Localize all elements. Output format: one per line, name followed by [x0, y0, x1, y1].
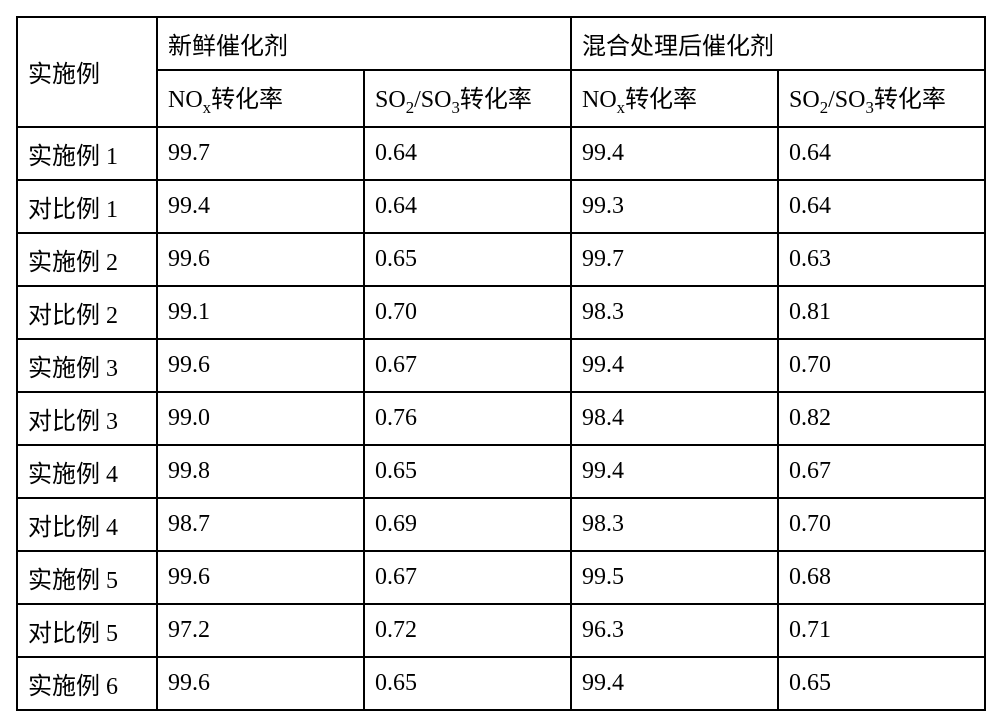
- row-label: 实施例 6: [17, 657, 157, 710]
- table-row: 实施例 299.60.6599.70.63: [17, 233, 985, 286]
- cell-fresh-so2: 0.64: [364, 127, 571, 180]
- table-row: 对比例 597.20.7296.30.71: [17, 604, 985, 657]
- cell-mixed-nox: 99.4: [571, 657, 778, 710]
- table-body: 实施例 199.70.6499.40.64对比例 199.40.6499.30.…: [17, 127, 985, 710]
- row-label: 实施例 5: [17, 551, 157, 604]
- cell-mixed-so2: 0.70: [778, 339, 985, 392]
- header-group-mixed: 混合处理后催化剂: [571, 17, 985, 70]
- cell-mixed-nox: 96.3: [571, 604, 778, 657]
- cell-fresh-nox: 99.6: [157, 657, 364, 710]
- cell-fresh-so2: 0.67: [364, 551, 571, 604]
- cell-fresh-nox: 99.7: [157, 127, 364, 180]
- header-group-fresh: 新鲜催化剂: [157, 17, 571, 70]
- header-mixed-nox: NOx转化率: [571, 70, 778, 127]
- row-label: 实施例 2: [17, 233, 157, 286]
- cell-mixed-nox: 99.3: [571, 180, 778, 233]
- table-row: 对比例 399.00.7698.40.82: [17, 392, 985, 445]
- table-row: 实施例 399.60.6799.40.70: [17, 339, 985, 392]
- cell-fresh-so2: 0.65: [364, 233, 571, 286]
- table-row: 实施例 699.60.6599.40.65: [17, 657, 985, 710]
- cell-fresh-nox: 99.4: [157, 180, 364, 233]
- row-label: 对比例 2: [17, 286, 157, 339]
- cell-mixed-nox: 98.4: [571, 392, 778, 445]
- cell-mixed-so2: 0.67: [778, 445, 985, 498]
- header-row-2: NOx转化率 SO2/SO3转化率 NOx转化率 SO2/SO3转化率: [17, 70, 985, 127]
- cell-fresh-nox: 98.7: [157, 498, 364, 551]
- row-label: 实施例 4: [17, 445, 157, 498]
- row-label: 实施例 1: [17, 127, 157, 180]
- cell-mixed-nox: 99.5: [571, 551, 778, 604]
- header-fresh-so2: SO2/SO3转化率: [364, 70, 571, 127]
- cell-mixed-so2: 0.65: [778, 657, 985, 710]
- cell-mixed-nox: 99.4: [571, 339, 778, 392]
- row-label: 对比例 5: [17, 604, 157, 657]
- row-label: 实施例 3: [17, 339, 157, 392]
- catalyst-comparison-table: 实施例 新鲜催化剂 混合处理后催化剂 NOx转化率 SO2/SO3转化率 NOx…: [16, 16, 986, 711]
- table-row: 实施例 499.80.6599.40.67: [17, 445, 985, 498]
- header-row-label: 实施例: [17, 17, 157, 127]
- cell-fresh-so2: 0.72: [364, 604, 571, 657]
- cell-mixed-so2: 0.63: [778, 233, 985, 286]
- cell-fresh-nox: 99.6: [157, 233, 364, 286]
- cell-fresh-so2: 0.65: [364, 657, 571, 710]
- cell-mixed-nox: 99.4: [571, 445, 778, 498]
- cell-mixed-so2: 0.64: [778, 127, 985, 180]
- cell-mixed-so2: 0.70: [778, 498, 985, 551]
- table-header: 实施例 新鲜催化剂 混合处理后催化剂 NOx转化率 SO2/SO3转化率 NOx…: [17, 17, 985, 127]
- row-label: 对比例 1: [17, 180, 157, 233]
- table-row: 对比例 199.40.6499.30.64: [17, 180, 985, 233]
- header-mixed-so2: SO2/SO3转化率: [778, 70, 985, 127]
- cell-fresh-so2: 0.76: [364, 392, 571, 445]
- cell-fresh-so2: 0.64: [364, 180, 571, 233]
- cell-fresh-nox: 99.0: [157, 392, 364, 445]
- cell-fresh-so2: 0.65: [364, 445, 571, 498]
- cell-fresh-nox: 99.1: [157, 286, 364, 339]
- cell-mixed-nox: 98.3: [571, 498, 778, 551]
- cell-mixed-so2: 0.68: [778, 551, 985, 604]
- cell-mixed-nox: 98.3: [571, 286, 778, 339]
- cell-fresh-so2: 0.67: [364, 339, 571, 392]
- header-row-1: 实施例 新鲜催化剂 混合处理后催化剂: [17, 17, 985, 70]
- row-label: 对比例 4: [17, 498, 157, 551]
- cell-mixed-so2: 0.64: [778, 180, 985, 233]
- row-label: 对比例 3: [17, 392, 157, 445]
- cell-fresh-nox: 99.6: [157, 339, 364, 392]
- cell-fresh-nox: 99.6: [157, 551, 364, 604]
- cell-fresh-so2: 0.70: [364, 286, 571, 339]
- cell-fresh-nox: 99.8: [157, 445, 364, 498]
- header-fresh-nox: NOx转化率: [157, 70, 364, 127]
- table-row: 实施例 199.70.6499.40.64: [17, 127, 985, 180]
- cell-fresh-so2: 0.69: [364, 498, 571, 551]
- cell-mixed-nox: 99.7: [571, 233, 778, 286]
- table-row: 对比例 498.70.6998.30.70: [17, 498, 985, 551]
- cell-mixed-so2: 0.82: [778, 392, 985, 445]
- cell-mixed-so2: 0.71: [778, 604, 985, 657]
- cell-mixed-so2: 0.81: [778, 286, 985, 339]
- cell-fresh-nox: 97.2: [157, 604, 364, 657]
- table-row: 对比例 299.10.7098.30.81: [17, 286, 985, 339]
- cell-mixed-nox: 99.4: [571, 127, 778, 180]
- table-row: 实施例 599.60.6799.50.68: [17, 551, 985, 604]
